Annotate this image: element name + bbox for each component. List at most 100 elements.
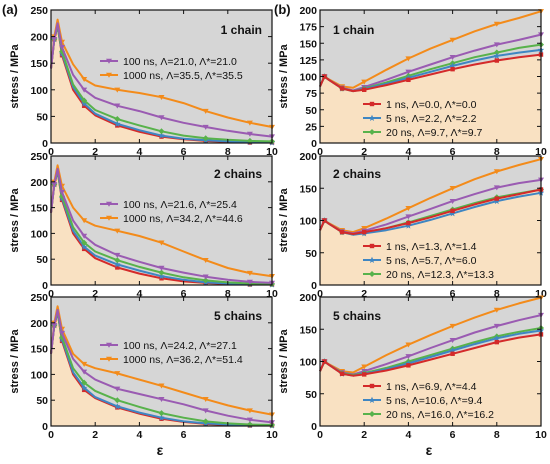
x-tick-label: 2 bbox=[361, 288, 367, 300]
legend-entry: 100 ns, Λ=21.0, Λ*=21.0 bbox=[123, 56, 237, 68]
x-tick-label: 8 bbox=[494, 429, 500, 441]
legend-entry: 1 ns, Λ=0.0, Λ*=0.0 bbox=[386, 99, 477, 111]
data-point-orange bbox=[114, 228, 121, 234]
y-tick-label: 50 bbox=[36, 111, 48, 123]
data-point-purple bbox=[449, 198, 456, 204]
data-point-purple bbox=[81, 87, 88, 93]
plot-lower-fill bbox=[320, 189, 541, 285]
y-tick-label: 0 bbox=[311, 138, 317, 150]
y-tick-label: 250 bbox=[30, 5, 48, 17]
data-point-purple bbox=[51, 182, 58, 188]
legend-entry: 1 ns, Λ=6.9, Λ*=4.4 bbox=[386, 381, 477, 393]
legend-marker-red bbox=[369, 243, 375, 249]
data-point-red bbox=[406, 220, 411, 226]
data-point-blue bbox=[449, 210, 456, 217]
data-point-blue bbox=[80, 243, 88, 250]
data-point-orange bbox=[158, 95, 165, 101]
legend-marker-blue bbox=[368, 396, 376, 403]
subplot-title: 2 chains bbox=[214, 167, 262, 181]
data-point-orange bbox=[493, 169, 500, 175]
legend-marker-purple bbox=[106, 58, 112, 64]
y-tick-label: 100 bbox=[299, 357, 317, 369]
subplot-title: 1 chain bbox=[221, 23, 262, 37]
legend-marker-green bbox=[369, 411, 375, 417]
data-point-red bbox=[115, 265, 120, 270]
y-tick-label: 50 bbox=[36, 254, 48, 266]
data-point-green bbox=[81, 379, 88, 386]
data-point-purple bbox=[202, 274, 209, 280]
y-tick-label: 250 bbox=[30, 151, 48, 163]
data-point-purple bbox=[493, 323, 500, 329]
y-tick-label: 125 bbox=[299, 55, 317, 67]
data-point-purple bbox=[405, 214, 412, 220]
data-point-green bbox=[59, 334, 66, 341]
x-tick-label: 0 bbox=[317, 288, 323, 300]
y-tick-label: 250 bbox=[30, 292, 48, 304]
data-point-red bbox=[159, 276, 164, 281]
data-point-green bbox=[158, 128, 165, 135]
data-point-red bbox=[322, 359, 327, 364]
data-point-blue bbox=[114, 261, 121, 268]
data-point-red bbox=[450, 351, 455, 356]
data-point-purple bbox=[449, 338, 456, 344]
data-point-purple bbox=[158, 396, 165, 402]
legend-marker-green bbox=[369, 129, 375, 135]
data-point-orange bbox=[81, 76, 88, 82]
data-point-orange bbox=[246, 270, 253, 276]
data-point-red bbox=[494, 196, 499, 201]
x-tick-label: 0 bbox=[48, 429, 54, 441]
y-tick-label: 100 bbox=[30, 228, 48, 240]
data-point-green bbox=[114, 397, 121, 404]
data-point-purple bbox=[202, 124, 209, 130]
data-point-orange bbox=[202, 108, 209, 114]
x-axis-label-left: ε bbox=[157, 442, 164, 458]
x-tick-label: 2 bbox=[92, 146, 98, 158]
data-point-green bbox=[59, 193, 66, 200]
y-tick-label: 0 bbox=[311, 280, 317, 292]
data-point-red bbox=[494, 58, 499, 63]
legend-entry: 1000 ns, Λ=35.5, Λ*=35.5 bbox=[123, 70, 243, 82]
data-point-red bbox=[81, 103, 87, 108]
legend-marker-blue bbox=[368, 114, 376, 121]
x-tick-label: 6 bbox=[181, 146, 187, 158]
x-tick-label: 10 bbox=[266, 288, 278, 300]
data-point-purple bbox=[202, 408, 209, 414]
panel-label-b: (b) bbox=[274, 2, 291, 17]
data-point-red bbox=[322, 218, 327, 223]
data-point-blue bbox=[493, 335, 500, 342]
data-point-red bbox=[81, 387, 87, 393]
y-tick-label: 150 bbox=[30, 58, 48, 70]
data-point-purple bbox=[59, 330, 66, 336]
legend-entry: 5 ns, Λ=5.7, Λ*=6.0 bbox=[386, 255, 477, 267]
x-tick-label: 4 bbox=[136, 146, 142, 158]
data-point-red bbox=[339, 86, 345, 91]
x-tick-label: 6 bbox=[181, 288, 187, 300]
data-point-orange bbox=[246, 120, 253, 126]
data-point-orange bbox=[114, 371, 121, 377]
x-tick-label: 10 bbox=[535, 146, 547, 158]
x-tick-label: 8 bbox=[225, 146, 231, 158]
x-tick-label: 4 bbox=[405, 288, 411, 300]
plot-frame bbox=[50, 296, 273, 427]
data-point-red bbox=[362, 229, 367, 235]
legend-marker-orange bbox=[106, 356, 112, 362]
y-tick-label: 150 bbox=[299, 183, 317, 195]
y-tick-label: 175 bbox=[299, 22, 317, 34]
data-point-green bbox=[158, 410, 165, 417]
data-point-orange bbox=[202, 396, 209, 402]
data-point-green bbox=[202, 277, 209, 284]
plot-frame bbox=[50, 9, 273, 144]
data-point-purple bbox=[246, 131, 253, 137]
data-point-purple bbox=[405, 354, 412, 360]
y-axis-label: stress / MPa bbox=[9, 44, 21, 109]
data-point-purple bbox=[81, 233, 88, 239]
data-point-orange bbox=[158, 383, 165, 389]
x-tick-label: 10 bbox=[535, 429, 547, 441]
y-tick-label: 100 bbox=[299, 216, 317, 228]
data-point-red bbox=[450, 66, 455, 72]
data-point-purple bbox=[493, 185, 500, 191]
x-tick-label: 2 bbox=[92, 429, 98, 441]
